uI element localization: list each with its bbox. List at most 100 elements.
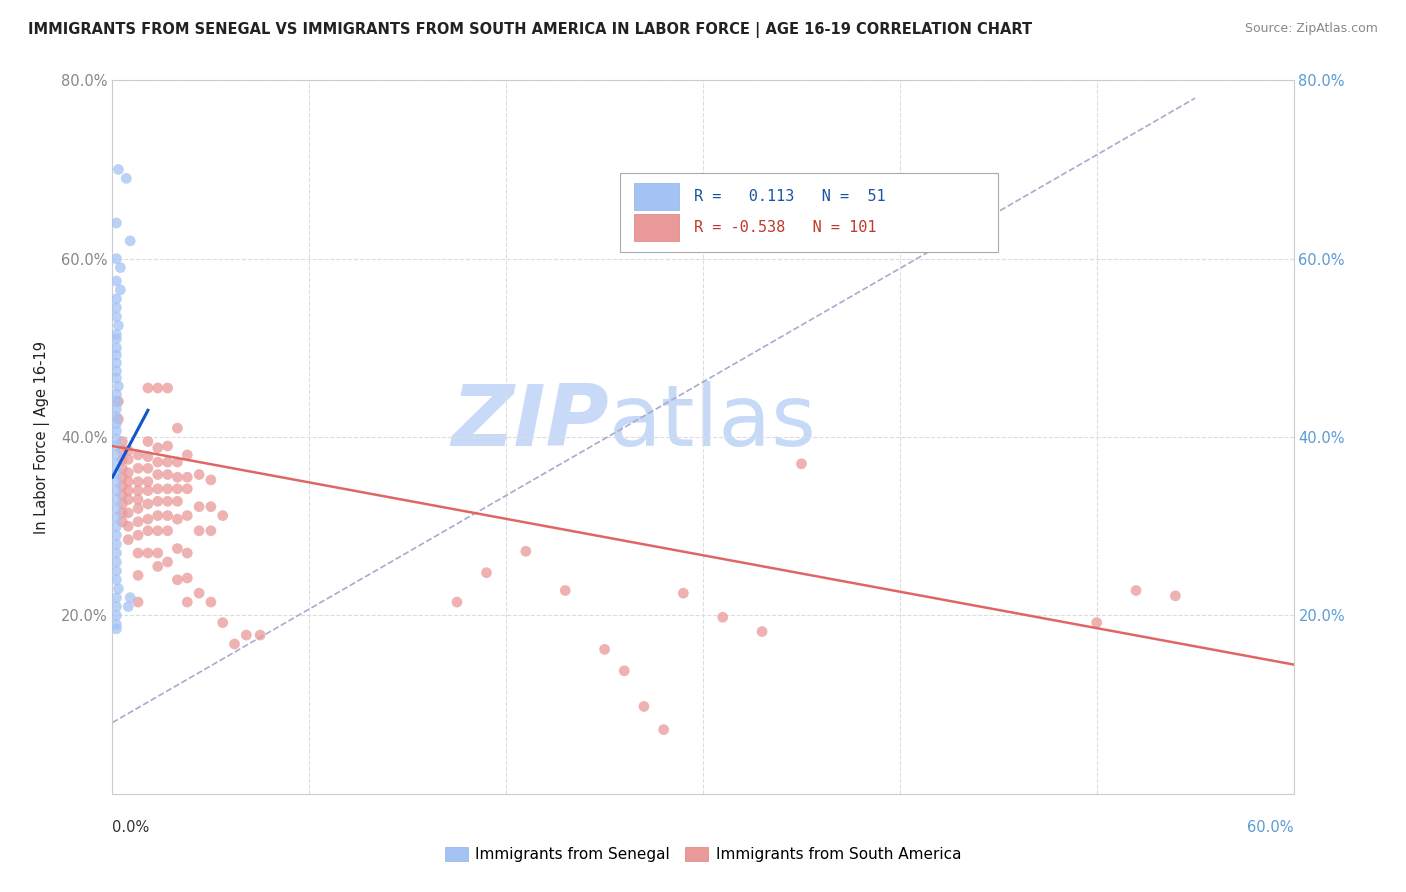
Point [120,591,142,605]
Point [105,394,128,409]
Point [166,512,188,526]
Point [156,494,179,508]
Point [633,699,655,714]
Point [105,292,128,306]
Point [111,488,134,502]
Point [127,546,149,560]
Point [105,510,128,524]
Point [105,528,128,542]
Point [200,473,222,487]
Point [475,566,498,580]
Point [146,381,169,395]
Point [115,171,138,186]
Point [117,466,139,480]
Point [105,310,128,324]
Point [105,622,128,636]
Point [156,524,179,538]
Point [211,615,233,630]
Point [672,586,695,600]
Point [127,492,149,507]
Point [249,628,271,642]
Text: ZIP: ZIP [451,381,609,465]
Point [105,356,128,370]
Point [156,455,179,469]
Point [188,524,211,538]
Point [105,424,128,438]
Point [117,533,139,547]
Point [117,443,139,458]
Point [105,519,128,533]
Point [136,546,159,560]
Point [105,432,128,446]
Point [176,571,198,585]
Point [111,443,134,458]
Legend: Immigrants from Senegal, Immigrants from South America: Immigrants from Senegal, Immigrants from… [439,841,967,868]
Point [105,475,128,489]
Point [117,599,139,614]
Point [156,508,179,523]
Point [136,450,159,464]
Point [146,482,169,496]
Point [176,546,198,560]
Point [136,497,159,511]
Point [188,586,211,600]
Point [107,379,129,393]
Point [790,457,813,471]
Point [105,457,128,471]
Point [105,301,128,315]
Point [105,252,128,266]
Point [146,441,169,455]
Point [136,461,159,475]
Point [156,439,179,453]
Point [166,421,188,435]
Point [107,412,129,426]
Point [111,506,134,520]
Point [166,541,188,556]
Point [127,595,149,609]
Point [105,409,128,424]
Point [105,466,128,480]
Point [1164,589,1187,603]
Point [156,467,179,482]
Point [127,528,149,542]
Point [711,610,734,624]
Point [117,475,139,489]
Point [105,483,128,498]
Point [200,595,222,609]
Point [613,664,636,678]
Text: atlas: atlas [609,381,817,465]
Point [105,417,128,431]
Text: IMMIGRANTS FROM SENEGAL VS IMMIGRANTS FROM SOUTH AMERICA IN LABOR FORCE | AGE 16: IMMIGRANTS FROM SENEGAL VS IMMIGRANTS FR… [28,22,1032,38]
Point [105,573,128,587]
Point [105,591,128,605]
Point [211,508,233,523]
FancyBboxPatch shape [634,214,679,241]
Point [188,500,211,514]
Point [105,555,128,569]
Point [136,483,159,498]
Point [136,475,159,489]
Point [105,564,128,578]
Point [446,595,468,609]
Point [127,568,149,582]
Point [111,479,134,493]
Point [107,318,129,333]
Point [176,595,198,609]
Point [105,546,128,560]
Point [166,455,188,469]
Point [146,455,169,469]
Point [105,537,128,551]
Point [105,327,128,342]
Point [136,381,159,395]
Point [105,448,128,462]
Point [136,512,159,526]
Point [156,555,179,569]
Text: R =   0.113   N =  51: R = 0.113 N = 51 [693,189,886,204]
Point [652,723,675,737]
Point [554,583,576,598]
Point [105,216,128,230]
Point [166,573,188,587]
Point [176,482,198,496]
Point [146,559,169,574]
Point [156,482,179,496]
